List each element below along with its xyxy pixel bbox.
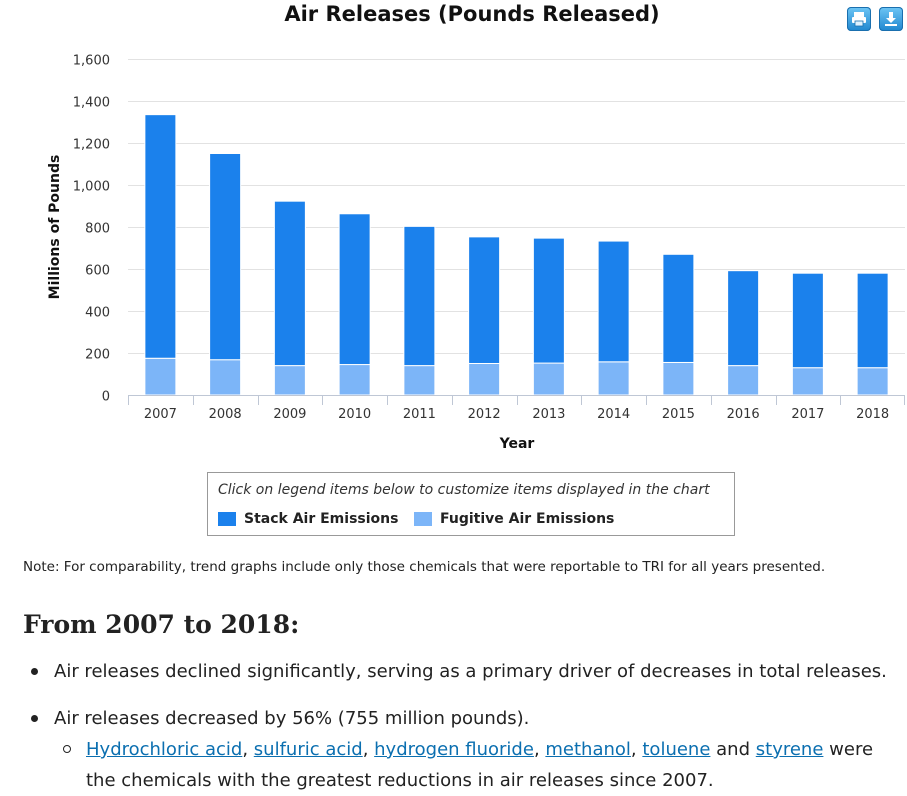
link-sulfuric-acid[interactable]: sulfuric acid — [253, 739, 363, 760]
sub-and-text: and — [716, 739, 751, 760]
y-tick-label: 1,200 — [73, 138, 110, 153]
x-tick-label: 2012 — [468, 407, 501, 422]
chart-area: 0 200 400 600 800 1,000 1,200 1,400 1,600 2007 200… — [47, 54, 905, 452]
bar-fugitive-air-emissions — [532, 362, 565, 396]
bar-stack-air-emissions — [403, 225, 436, 367]
bar-fugitive-air-emissions — [791, 367, 824, 396]
legend-label-stack: Stack Air Emissions — [244, 511, 399, 527]
section-heading: From 2007 to 2018: — [23, 610, 300, 639]
y-tick-label: 0 — [102, 390, 110, 405]
bullet-item: Air releases decreased by 56% (755 milli… — [23, 703, 903, 734]
bar-fugitive-air-emissions — [856, 367, 889, 396]
download-button[interactable] — [879, 7, 903, 31]
bullet-text-1: Air releases declined significantly, ser… — [54, 661, 887, 682]
bar-stack-air-emissions — [597, 240, 630, 363]
axes: 0 200 400 600 800 1,000 1,200 1,400 1,600 2007 200… — [73, 54, 905, 422]
x-tick-label: 2008 — [209, 407, 242, 422]
legend-label-fugitive: Fugitive Air Emissions — [440, 511, 615, 527]
legend: Click on legend items below to customize… — [207, 472, 735, 536]
bar-fugitive-air-emissions — [338, 364, 371, 396]
y-tick-label: 1,600 — [73, 54, 110, 69]
bullet-text-2: Air releases decreased by 56% (755 milli… — [54, 708, 530, 729]
bar-fugitive-air-emissions — [468, 363, 501, 396]
bars — [144, 114, 889, 396]
x-tick-label: 2017 — [791, 407, 824, 422]
chart-title: Air Releases (Pounds Released) — [284, 2, 660, 26]
y-axis-title: Millions of Pounds — [47, 155, 63, 300]
bullet-dot-icon — [31, 668, 38, 675]
legend-swatch-stack — [218, 512, 236, 526]
bar-fugitive-air-emissions — [727, 365, 760, 396]
print-button[interactable] — [847, 7, 871, 31]
bar-fugitive-air-emissions — [597, 361, 630, 396]
bar-fugitive-air-emissions — [144, 357, 177, 396]
bar-stack-air-emissions — [338, 213, 371, 366]
legend-item-fugitive[interactable]: Fugitive Air Emissions — [414, 511, 614, 527]
sub-bullet-circle-icon — [63, 745, 71, 753]
link-hydrogen-fluoride[interactable]: hydrogen fluoride — [374, 739, 534, 760]
bar-fugitive-air-emissions — [662, 361, 695, 396]
x-tick-label: 2018 — [856, 407, 889, 422]
download-icon — [885, 12, 897, 26]
x-tick-label: 2014 — [597, 407, 630, 422]
bar-stack-air-emissions — [209, 153, 242, 361]
bar-stack-air-emissions — [144, 114, 177, 359]
bullet-item: Air releases declined significantly, ser… — [23, 656, 903, 687]
link-styrene[interactable]: styrene — [755, 739, 824, 760]
note-text: Note: For comparability, trend graphs in… — [23, 559, 826, 575]
bar-stack-air-emissions — [468, 236, 501, 364]
legend-swatch-fugitive — [414, 512, 432, 526]
bar-stack-air-emissions — [532, 237, 565, 364]
link-hydrochloric-acid[interactable]: Hydrochloric acid — [86, 739, 243, 760]
x-axis-title: Year — [499, 436, 535, 452]
bullet-list: Air releases declined significantly, ser… — [23, 656, 903, 796]
y-tick-label: 600 — [85, 264, 110, 279]
x-tick-label: 2015 — [662, 407, 695, 422]
bar-stack-air-emissions — [856, 272, 889, 369]
bar-fugitive-air-emissions — [273, 365, 306, 396]
y-tick-label: 400 — [85, 306, 110, 321]
x-tick-label: 2010 — [338, 407, 371, 422]
legend-item-stack[interactable]: Stack Air Emissions — [218, 511, 398, 527]
y-tick-label: 1,400 — [73, 96, 110, 111]
sub-tail-text: were the chemicals with the greatest red… — [86, 739, 874, 791]
y-tick-label: 800 — [85, 222, 110, 237]
x-tick-label: 2016 — [727, 407, 760, 422]
y-tick-label: 1,000 — [73, 180, 110, 195]
x-tick-label: 2007 — [144, 407, 177, 422]
x-tick-label: 2009 — [273, 407, 306, 422]
bar-fugitive-air-emissions — [209, 359, 242, 396]
x-tick-label: 2011 — [403, 407, 436, 422]
bar-fugitive-air-emissions — [403, 365, 436, 396]
bar-stack-air-emissions — [273, 200, 306, 367]
sub-bullet-item: Hydrochloric acid, sulfuric acid, hydrog… — [23, 734, 903, 796]
link-toluene[interactable]: toluene — [642, 739, 711, 760]
gridlines — [128, 59, 905, 354]
bullet-dot-icon — [31, 715, 38, 722]
bar-stack-air-emissions — [662, 253, 695, 363]
y-tick-label: 200 — [85, 348, 110, 363]
link-methanol[interactable]: methanol — [545, 739, 631, 760]
print-icon — [852, 12, 866, 27]
legend-hint: Click on legend items below to customize… — [218, 482, 710, 498]
bar-stack-air-emissions — [727, 270, 760, 367]
x-tick-label: 2013 — [532, 407, 565, 422]
bar-stack-air-emissions — [791, 272, 824, 369]
